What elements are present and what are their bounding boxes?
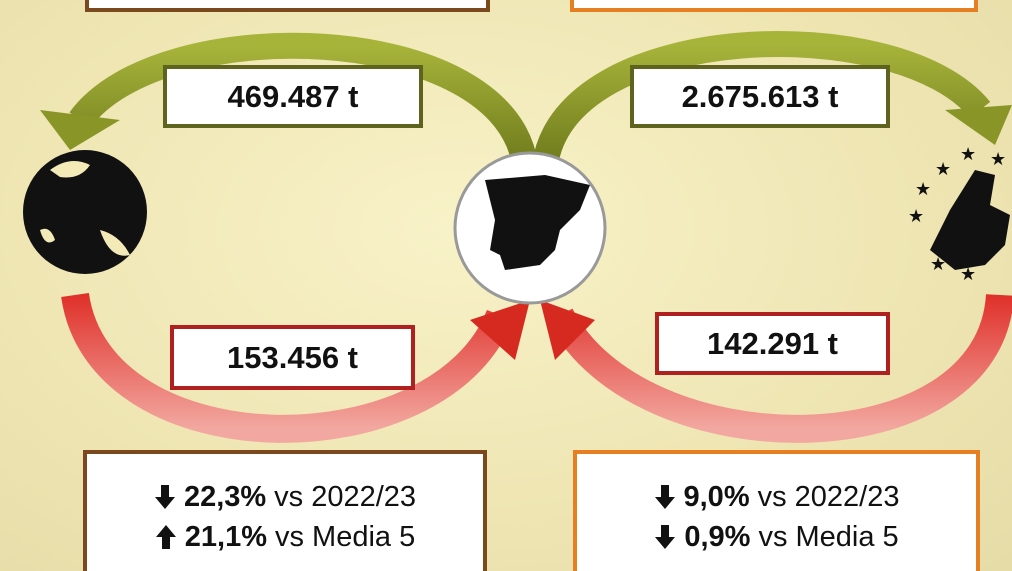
stat-row: 9,0% vs 2022/23	[654, 477, 900, 517]
stat-row: 22,3% vs 2022/23	[154, 477, 416, 517]
globe-detail	[40, 161, 130, 256]
flow-label: 2.675.613 t	[630, 65, 890, 128]
stats-box: 9,0% vs 2022/23 0,9% vs Media 5	[573, 450, 980, 571]
stat-row: 21,1% vs Media 5	[155, 517, 415, 557]
top-box-right	[570, 0, 978, 12]
arrow-down	[655, 525, 676, 549]
stat-text: vs Media 5	[758, 521, 899, 553]
arrowhead	[945, 105, 1012, 145]
stat-value: 0,9%	[684, 521, 751, 553]
svg-text:★: ★	[935, 159, 951, 179]
arrowhead	[470, 300, 530, 360]
arrow-up	[155, 525, 176, 549]
arrow-down	[654, 485, 675, 509]
stat-value: 22,3%	[183, 481, 267, 513]
svg-text:★: ★	[915, 179, 931, 199]
arrow-import-eu	[547, 293, 1012, 443]
svg-text:★: ★	[930, 254, 946, 274]
flow-label: 142.291 t	[655, 312, 890, 375]
svg-text:★: ★	[908, 206, 924, 226]
svg-text:★: ★	[990, 149, 1006, 169]
top-box-left	[85, 0, 490, 12]
arrow-import-world	[61, 292, 514, 443]
stat-text: vs 2022/23	[757, 481, 900, 513]
svg-text:★: ★	[960, 264, 976, 284]
stats-box: 22,3% vs 2022/23 21,1% vs Media 5	[83, 450, 487, 571]
stat-row: 0,9% vs Media 5	[654, 517, 899, 557]
eu-icon	[930, 170, 1010, 270]
stat-value: 9,0%	[683, 481, 750, 513]
stat-text: vs Media 5	[275, 521, 416, 553]
flow-label: 153.456 t	[170, 325, 415, 390]
flow-label: 469.487 t	[163, 65, 423, 128]
eu-stars: ★★★ ★★★ ★	[908, 144, 1006, 284]
arrow-down	[154, 485, 175, 509]
arrow-export-world	[69, 32, 538, 168]
stat-value: 21,1%	[184, 521, 267, 553]
svg-text:★: ★	[960, 144, 976, 164]
stat-text: vs 2022/23	[274, 481, 417, 513]
arrowhead	[540, 300, 595, 360]
spain-icon	[485, 175, 590, 270]
arrow-export-eu	[532, 31, 991, 168]
arrowhead	[40, 110, 120, 150]
